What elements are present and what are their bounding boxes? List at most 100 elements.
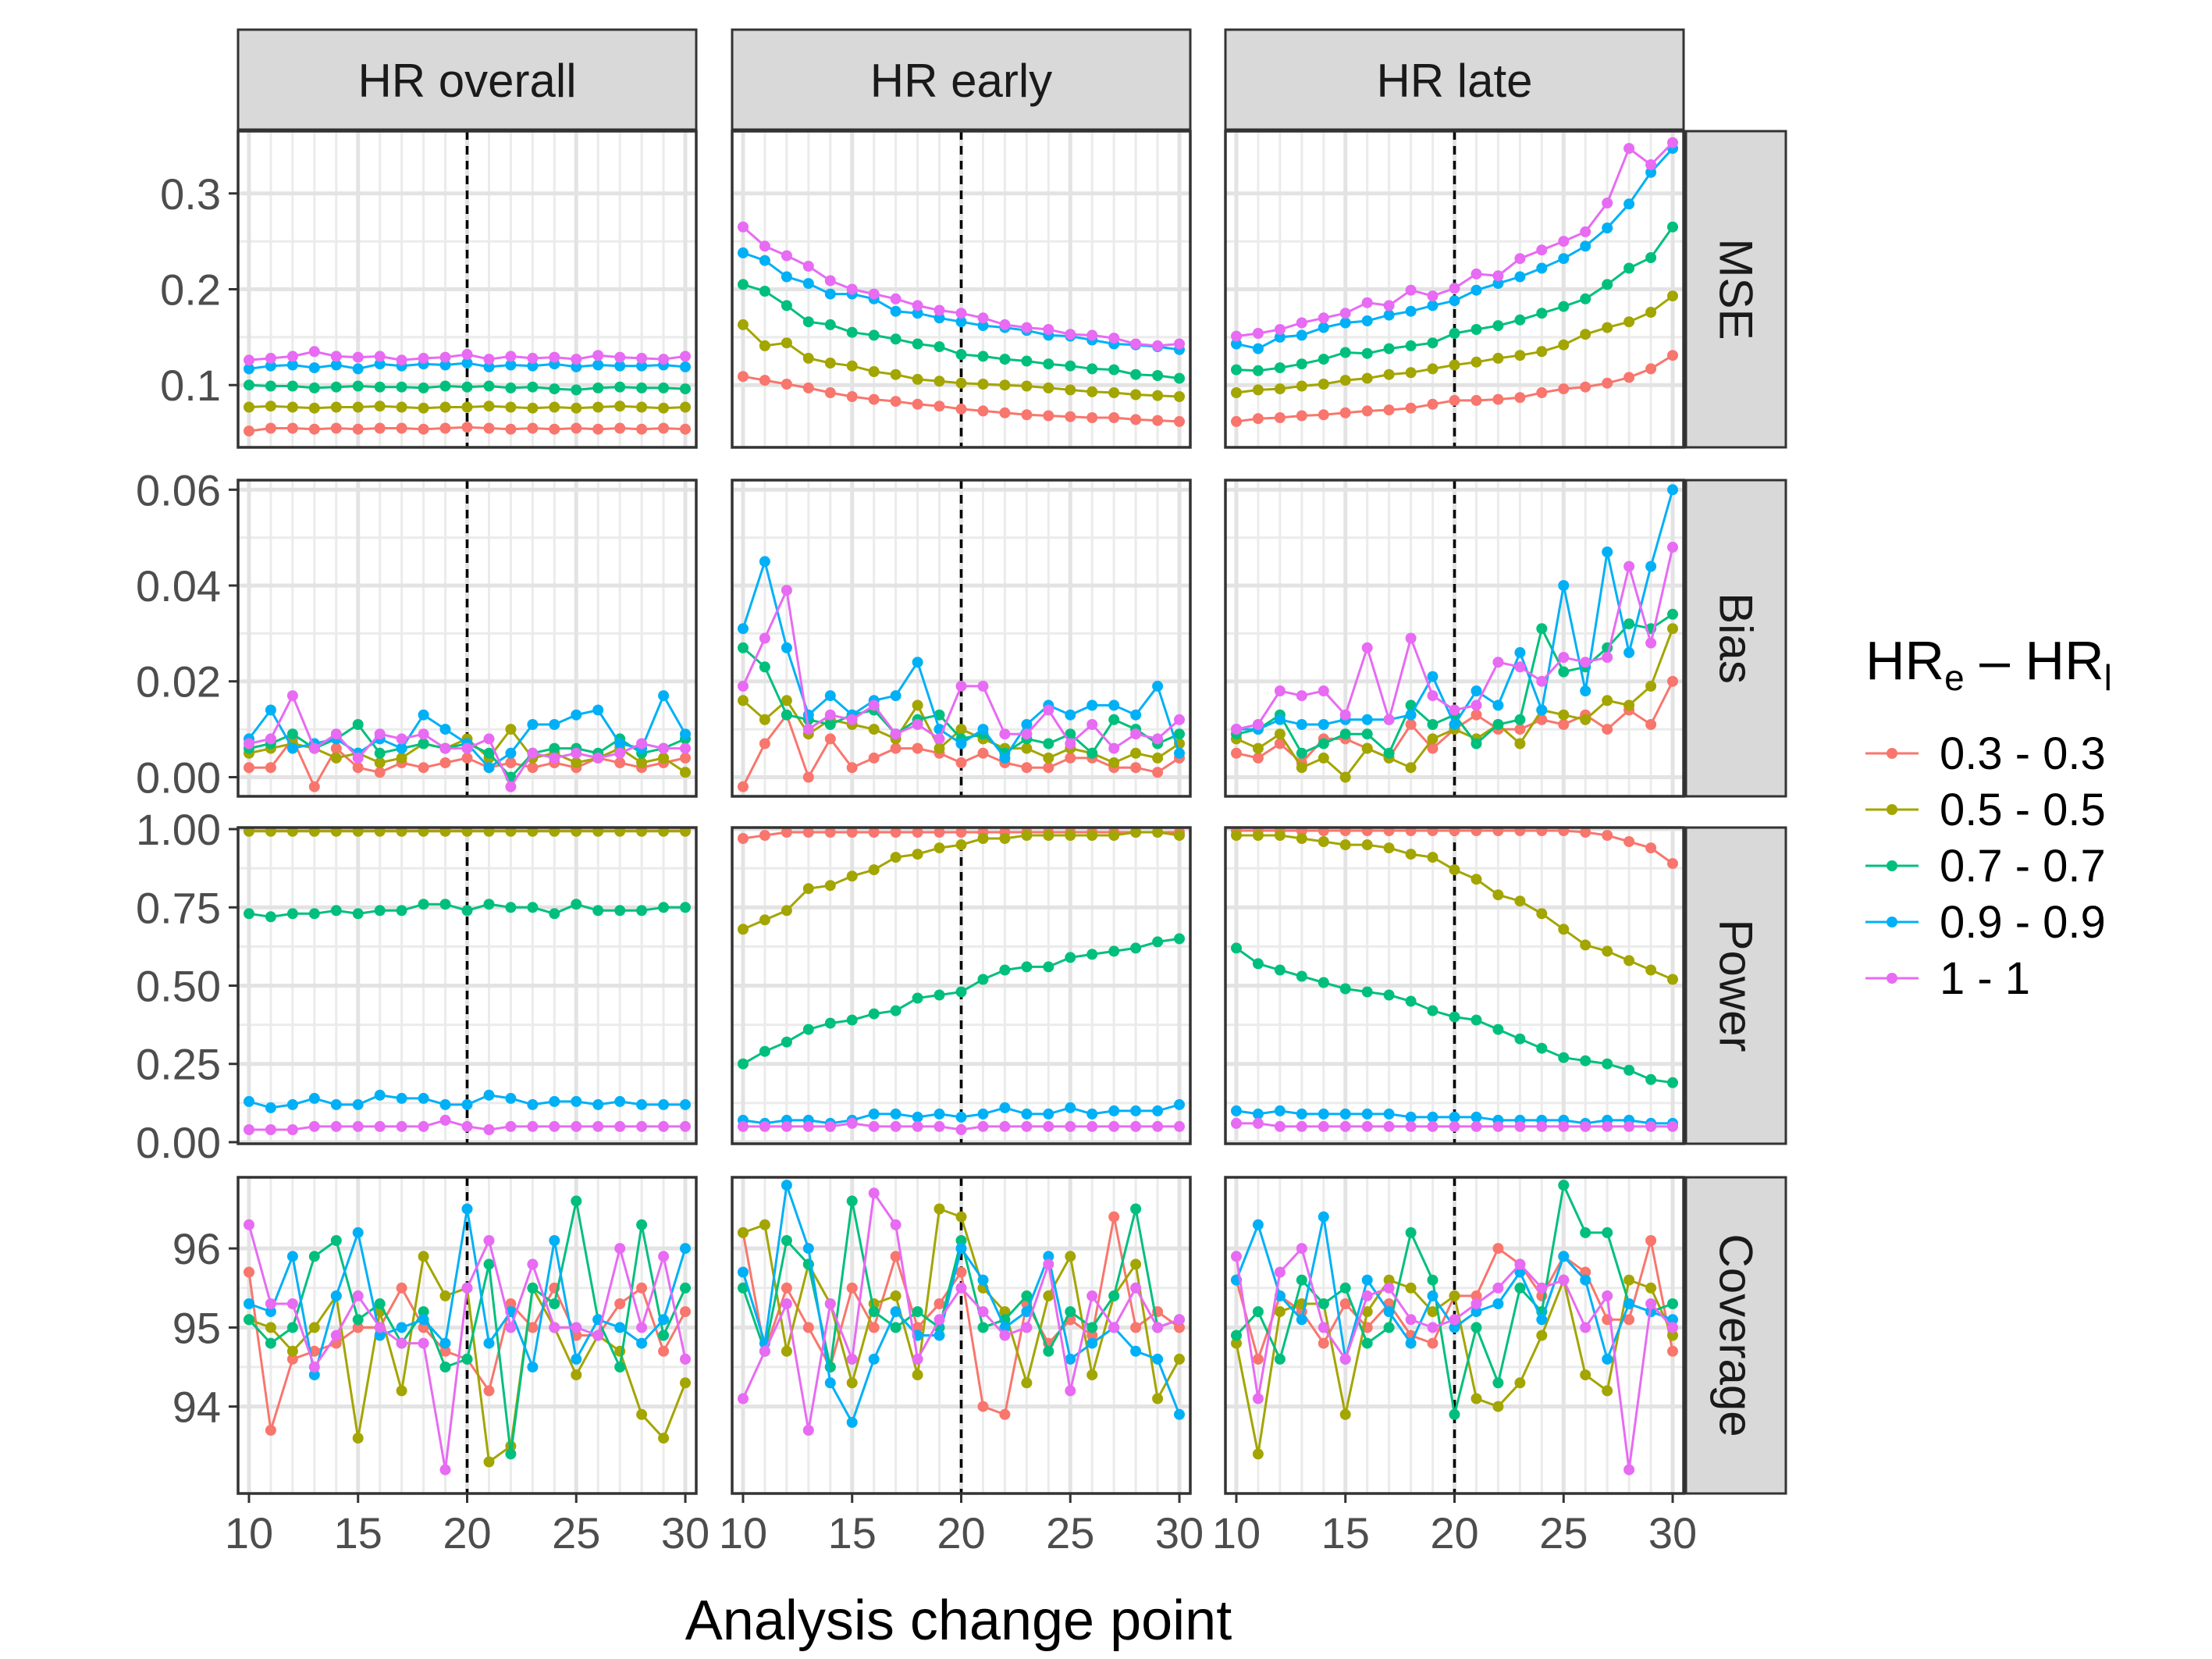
data-point (1427, 337, 1439, 349)
y-tick-label: 1.00 (136, 805, 221, 854)
data-point (1471, 356, 1482, 368)
data-point (1405, 340, 1417, 351)
data-point (1274, 714, 1286, 725)
data-point (244, 828, 254, 837)
data-point (1021, 1322, 1033, 1333)
data-point (738, 680, 749, 692)
data-point (1405, 1120, 1417, 1132)
y-tick-label: 0.04 (136, 561, 221, 611)
row-strip-label-bias: Bias (1710, 593, 1762, 684)
data-point (308, 781, 320, 792)
data-point (977, 724, 989, 735)
data-point (265, 704, 276, 716)
data-point (1383, 343, 1395, 354)
data-point (396, 1120, 407, 1132)
data-point (1580, 1274, 1591, 1286)
data-point (1580, 226, 1591, 237)
data-point (1021, 961, 1033, 973)
data-point (286, 1098, 298, 1110)
data-point (352, 351, 364, 363)
data-point (527, 1282, 539, 1294)
y-tick-label: 0.75 (136, 883, 221, 932)
data-point (636, 1282, 648, 1294)
data-point (912, 373, 923, 385)
data-point (549, 719, 560, 730)
data-point (483, 828, 495, 837)
data-point (265, 1306, 276, 1318)
data-point (1296, 410, 1307, 422)
data-point (1043, 704, 1054, 716)
data-point (1108, 757, 1120, 768)
data-point (265, 828, 276, 837)
data-point (1602, 198, 1613, 208)
data-point (396, 1282, 407, 1294)
data-point (1021, 742, 1033, 754)
data-point (890, 1108, 902, 1120)
x-tick-label: 15 (1321, 1508, 1370, 1558)
data-point (1361, 315, 1373, 326)
data-point (265, 352, 276, 364)
data-point (1108, 1105, 1120, 1116)
data-point (1383, 1282, 1395, 1294)
data-point (527, 1322, 539, 1333)
data-point (461, 349, 473, 360)
data-point (1130, 747, 1142, 759)
data-point (1492, 393, 1504, 405)
data-point (1274, 728, 1286, 740)
data-point (934, 401, 945, 412)
data-point (592, 1330, 604, 1341)
data-point (1667, 1298, 1678, 1309)
data-point (824, 387, 836, 398)
data-point (999, 833, 1011, 844)
data-point (1065, 1102, 1076, 1113)
data-point (934, 312, 945, 324)
data-point (1427, 733, 1439, 745)
data-point (1405, 828, 1417, 836)
data-point (286, 908, 298, 920)
data-point (1274, 1120, 1286, 1132)
data-point (527, 1258, 539, 1270)
data-point (286, 1298, 298, 1309)
data-point (286, 690, 298, 702)
data-point (1580, 1369, 1591, 1381)
data-point (680, 1098, 691, 1110)
data-point (1492, 1120, 1504, 1132)
data-point (1065, 1251, 1076, 1262)
data-point (1514, 392, 1526, 404)
data-point (1274, 964, 1286, 976)
data-point (1449, 864, 1460, 876)
data-point (1152, 415, 1164, 426)
data-point (374, 905, 386, 917)
data-point (265, 1102, 276, 1113)
data-point (374, 1120, 386, 1132)
data-point (802, 724, 814, 735)
data-point (614, 828, 626, 837)
data-point (934, 1314, 945, 1326)
data-point (868, 1322, 880, 1333)
data-point (868, 828, 880, 838)
data-point (868, 1008, 880, 1020)
data-point (265, 733, 276, 745)
data-point (1318, 1120, 1329, 1132)
data-point (527, 1098, 539, 1110)
data-point (999, 752, 1011, 764)
data-point (614, 1322, 626, 1333)
data-point (738, 833, 749, 844)
data-point (1383, 1306, 1395, 1318)
data-point (636, 352, 648, 364)
data-point (934, 828, 945, 838)
data-point (614, 1120, 626, 1132)
data-point (461, 1120, 473, 1132)
data-point (396, 1385, 407, 1397)
data-point (1383, 300, 1395, 312)
data-point (658, 354, 670, 365)
data-point (1471, 1290, 1482, 1301)
data-point (1471, 685, 1482, 696)
data-point (1274, 830, 1286, 841)
data-point (505, 747, 517, 759)
data-point (1623, 1464, 1635, 1476)
data-point (286, 380, 298, 392)
data-point (1318, 752, 1329, 764)
data-point (1043, 1108, 1054, 1120)
data-point (1449, 1290, 1460, 1301)
